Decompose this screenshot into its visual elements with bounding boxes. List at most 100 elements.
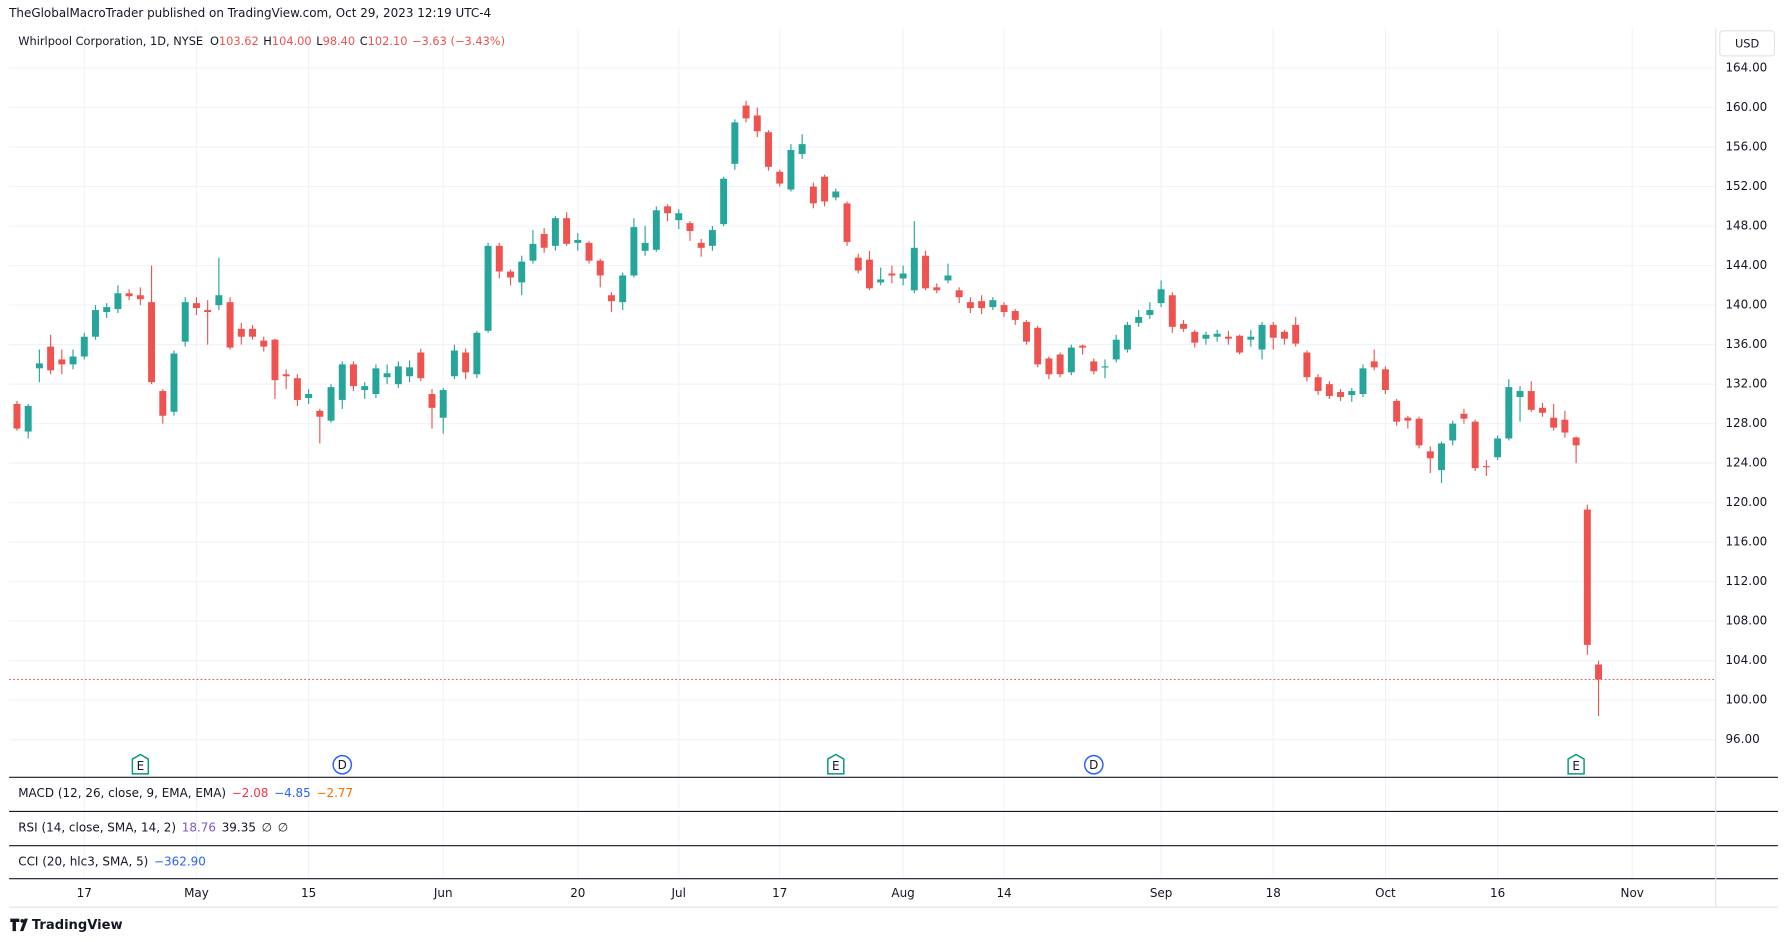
logo-dot — [20, 919, 25, 923]
candle-body — [237, 328, 245, 337]
candle-body — [316, 410, 324, 417]
candle-body — [1146, 310, 1154, 315]
y-tick-label: 140.00 — [1725, 298, 1767, 312]
candle-body — [1157, 289, 1165, 304]
currency-label[interactable]: USD — [1735, 36, 1760, 50]
event-marker[interactable]: E — [1567, 753, 1585, 775]
candle-body — [607, 295, 615, 302]
candle-body — [35, 363, 43, 369]
indicator-legend: RSI (14, close, SMA, 14, 2) 18.76 39.35 ∅ ∅ — [18, 820, 288, 834]
candle-body — [1505, 387, 1513, 439]
event-label: E — [137, 759, 145, 773]
candle-body — [293, 378, 301, 400]
earnings-badge — [131, 753, 150, 775]
candle-body — [1292, 324, 1300, 344]
candle-body — [204, 310, 212, 313]
candle-body — [1426, 451, 1434, 459]
event-marker[interactable]: E — [131, 753, 150, 775]
indicator-value: −2.77 — [316, 786, 353, 800]
indicator-value: ∅ — [278, 820, 288, 834]
candle-body — [697, 242, 705, 248]
candle-body — [462, 352, 470, 373]
candle-body — [865, 259, 873, 289]
candle-body — [125, 293, 133, 297]
y-tick-label: 156.00 — [1725, 140, 1767, 154]
candle-body — [776, 171, 784, 184]
candle-body — [529, 243, 537, 261]
y-tick-label: 144.00 — [1725, 258, 1767, 272]
candle-body — [92, 310, 99, 337]
y-tick-label: 136.00 — [1725, 337, 1767, 351]
x-tick-label: 15 — [301, 886, 316, 900]
event-marker[interactable]: D — [332, 754, 353, 775]
x-tick-label: 18 — [1266, 886, 1281, 900]
candle-body — [338, 364, 346, 400]
footer-brand: TradingView — [32, 918, 123, 933]
y-tick-label: 160.00 — [1725, 100, 1767, 114]
candle-body — [13, 403, 21, 429]
candle-body — [720, 178, 728, 225]
indicator-legend: MACD (12, 26, close, 9, EMA, EMA) −2.08 −4… — [18, 786, 353, 800]
candle-body — [641, 242, 649, 251]
candle-body — [24, 405, 32, 432]
x-tick-label: 20 — [570, 886, 585, 900]
candle-body — [1337, 392, 1345, 397]
candle-body — [1101, 366, 1109, 368]
candle-body — [652, 210, 660, 250]
candle-body — [933, 287, 941, 291]
candle-body — [1482, 466, 1490, 468]
indicator-value: −362.90 — [154, 854, 206, 868]
candle-body — [1056, 354, 1064, 375]
indicator-value: 18.76 — [182, 820, 216, 834]
candle-body — [1180, 323, 1187, 329]
candle-body — [192, 303, 200, 309]
candle-body — [619, 275, 627, 303]
candle-body — [1269, 324, 1277, 338]
x-tick-label: Nov — [1621, 886, 1644, 900]
candle-body — [1449, 423, 1457, 441]
event-label: E — [1572, 759, 1580, 773]
indicator-name: MACD (12, 26, close, 9, EMA, EMA) — [18, 786, 226, 800]
candle-body — [1460, 413, 1468, 419]
candle-body — [282, 374, 290, 377]
candle-body — [1045, 358, 1053, 375]
candle-body — [1381, 369, 1389, 391]
candle-body — [428, 394, 436, 408]
y-tick-label: 100.00 — [1725, 693, 1767, 707]
currency-button[interactable] — [1719, 30, 1776, 57]
event-marker[interactable]: D — [1083, 754, 1104, 775]
tradingview-logo: TradingView — [10, 918, 123, 933]
symbol-name: Whirlpool Corporation, 1D, NYSE — [18, 34, 203, 48]
indicator-name: CCI (20, hlc3, SMA, 5) — [18, 854, 148, 868]
y-tick-label: 128.00 — [1725, 416, 1767, 430]
candle-body — [1168, 295, 1176, 327]
event-label: D — [338, 758, 347, 772]
candle-body — [899, 273, 907, 279]
event-marker[interactable]: E — [827, 753, 845, 775]
candle-body — [1404, 417, 1412, 421]
candle-body — [832, 191, 840, 198]
candle-body — [69, 356, 77, 365]
candle-body — [417, 352, 425, 379]
candle-body — [215, 295, 223, 306]
candle-body — [1516, 391, 1524, 397]
candle-body — [1123, 324, 1131, 350]
ohlc-value: 103.62 — [219, 34, 259, 48]
candle-body — [731, 122, 739, 164]
candle-body — [854, 257, 862, 271]
event-label: E — [832, 759, 840, 773]
candle-body — [596, 260, 604, 276]
indicator-value: −4.85 — [274, 786, 311, 800]
candle-body — [1090, 361, 1098, 372]
ohlc-key: C — [360, 34, 368, 48]
candle-body — [249, 328, 257, 337]
ohlc-key: O — [210, 34, 219, 48]
candle-body — [1303, 352, 1311, 378]
indicator-legend: CCI (20, hlc3, SMA, 5) −362.90 — [18, 854, 206, 868]
candle-body — [1000, 305, 1008, 313]
candle-body — [349, 364, 357, 387]
candle-body — [821, 176, 829, 202]
dividend-badge — [1083, 754, 1104, 775]
candle-body — [1471, 421, 1479, 469]
event-label: D — [1089, 758, 1098, 772]
